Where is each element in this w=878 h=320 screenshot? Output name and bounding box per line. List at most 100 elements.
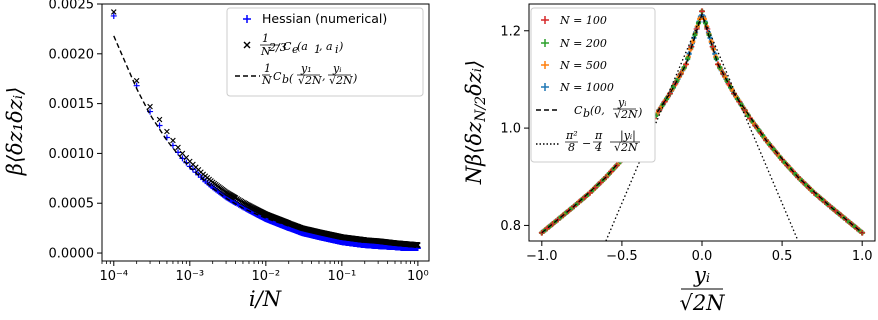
right-xlabel: yᵢ √2N	[679, 263, 725, 315]
right-legend: N = 100 N = 200 N = 500 N = 1000 C b (0,…	[530, 7, 656, 163]
left-ytick-label: 0.0005	[49, 197, 95, 212]
right-ytick-label: 0.8	[500, 219, 521, 234]
series-cb0-dashed	[541, 12, 863, 234]
right-xtick-label: −0.5	[606, 249, 638, 264]
ce-point	[175, 144, 181, 151]
data-point	[671, 84, 677, 90]
legend-label-cb: 1 N C b ( y₁ √2N , yᵢ √2N )	[261, 62, 357, 87]
svg-text:): )	[637, 106, 642, 119]
left-ytick-label: 0.0000	[49, 247, 95, 262]
legend-marker-n200	[541, 39, 549, 47]
data-point	[690, 39, 696, 45]
left-ytick-label: 0.0020	[49, 47, 95, 62]
right-ylabel: Nβ⟨δzN/2δzᵢ⟩	[462, 60, 489, 185]
ce-point	[170, 137, 176, 144]
right-xtick-label: 1.0	[852, 249, 873, 264]
ce-point	[156, 116, 163, 123]
legend-label-ce: 1 N 2/3 C e (a 1 , a i )	[260, 32, 343, 58]
left-xtick-label: 10⁰	[407, 269, 429, 284]
ce-point	[415, 242, 421, 248]
right-chart: −1.0 −0.5 0.0 0.5 1.0 0.8 1.0 1.2 yᵢ √2N Nβ⟨δzN…	[462, 3, 876, 315]
data-point	[674, 78, 680, 84]
svg-text:N: N	[260, 45, 271, 58]
data-point	[725, 80, 732, 87]
left-xtick-label: 10⁻⁴	[99, 269, 128, 284]
svg-text:2/3: 2/3	[268, 41, 287, 54]
right-xtick-label: −1.0	[526, 249, 558, 264]
svg-text:N: N	[261, 74, 272, 87]
legend-label-hessian: Hessian (numerical)	[262, 11, 387, 26]
svg-text:√2N: √2N	[298, 74, 322, 87]
ce-point	[133, 77, 140, 84]
hessian-point	[179, 155, 186, 162]
svg-text:(0,: (0,	[590, 104, 605, 117]
legend-marker-ce	[243, 41, 251, 49]
svg-text:1: 1	[264, 62, 271, 75]
left-xtick-label: 10⁻³	[175, 269, 204, 284]
data-point	[703, 20, 709, 26]
svg-text:b: b	[583, 107, 590, 120]
svg-text:|yᵢ|: |yᵢ|	[620, 129, 636, 143]
legend-label-n1000: N = 1000	[559, 81, 614, 94]
left-xtick-label: 10⁻¹	[328, 269, 357, 284]
svg-text:C: C	[574, 104, 583, 117]
svg-text:π²: π²	[565, 129, 578, 142]
svg-text:, a: , a	[319, 40, 333, 53]
svg-text:1: 1	[262, 32, 269, 45]
right-ytick-label: 1.0	[500, 122, 521, 137]
svg-text:√2N: √2N	[679, 291, 725, 315]
left-xtick-label: 10⁻²	[252, 269, 281, 284]
hessian-point	[110, 12, 117, 19]
data-point	[832, 207, 839, 214]
legend-label-cb0: C b (0, yᵢ √2N )	[574, 96, 642, 121]
svg-text:(a: (a	[297, 40, 308, 53]
data-point	[581, 194, 588, 201]
ce-point	[110, 9, 117, 15]
left-chart: 10⁻⁴ 10⁻³ 10⁻² 10⁻¹ 10⁰ 0.0000 0.0005 0.0010 0.0…	[3, 0, 430, 311]
legend-label-n100: N = 100	[559, 14, 607, 27]
data-point	[592, 184, 599, 191]
svg-text:b: b	[282, 73, 289, 86]
svg-text:yᵢ: yᵢ	[693, 263, 710, 287]
left-ytick-label: 0.0025	[49, 0, 95, 13]
legend-marker-n1000	[541, 83, 549, 91]
data-point	[597, 179, 604, 186]
right-ytick-label: 1.2	[500, 24, 521, 39]
left-xlabel: i/N	[249, 287, 282, 311]
svg-text:): )	[338, 40, 343, 53]
svg-text:yᵢ: yᵢ	[617, 96, 626, 109]
svg-text:−: −	[582, 137, 591, 150]
ce-point	[164, 128, 170, 135]
data-point	[827, 203, 834, 210]
data-point	[544, 225, 551, 232]
svg-text:yᵢ: yᵢ	[332, 62, 341, 75]
svg-text:√2N: √2N	[329, 74, 353, 87]
svg-text:4: 4	[594, 141, 602, 154]
legend-label-linear: π² 8 − π 4 |yᵢ| √2N	[565, 129, 640, 154]
left-ytick-label: 0.0010	[49, 147, 95, 162]
svg-text:π: π	[594, 129, 603, 142]
ce-point	[179, 150, 186, 157]
svg-text:8: 8	[568, 141, 575, 154]
right-xtick-label: 0.5	[772, 249, 793, 264]
svg-text:i: i	[335, 43, 339, 56]
left-legend: Hessian (numerical) 1 N 2/3 C e (a 1 , a…	[226, 7, 424, 97]
data-point	[747, 115, 754, 122]
svg-text:y₁: y₁	[300, 62, 312, 75]
svg-text:√2N: √2N	[614, 108, 638, 121]
right-xtick-label: 0.0	[692, 249, 713, 264]
svg-text:e: e	[292, 43, 299, 56]
left-ylabel: β⟨δz₁δzᵢ⟩	[3, 87, 27, 177]
ce-point	[147, 103, 153, 110]
svg-text:√2N: √2N	[614, 141, 638, 154]
legend-marker-n500	[541, 61, 549, 69]
legend-marker-hessian	[243, 15, 251, 23]
svg-text:,: ,	[322, 70, 326, 83]
svg-text:(: (	[289, 72, 294, 85]
data-point	[549, 220, 556, 227]
svg-text:): )	[352, 72, 357, 85]
legend-label-n500: N = 500	[559, 59, 607, 72]
data-point	[666, 90, 673, 97]
left-ytick-label: 0.0015	[49, 97, 95, 112]
